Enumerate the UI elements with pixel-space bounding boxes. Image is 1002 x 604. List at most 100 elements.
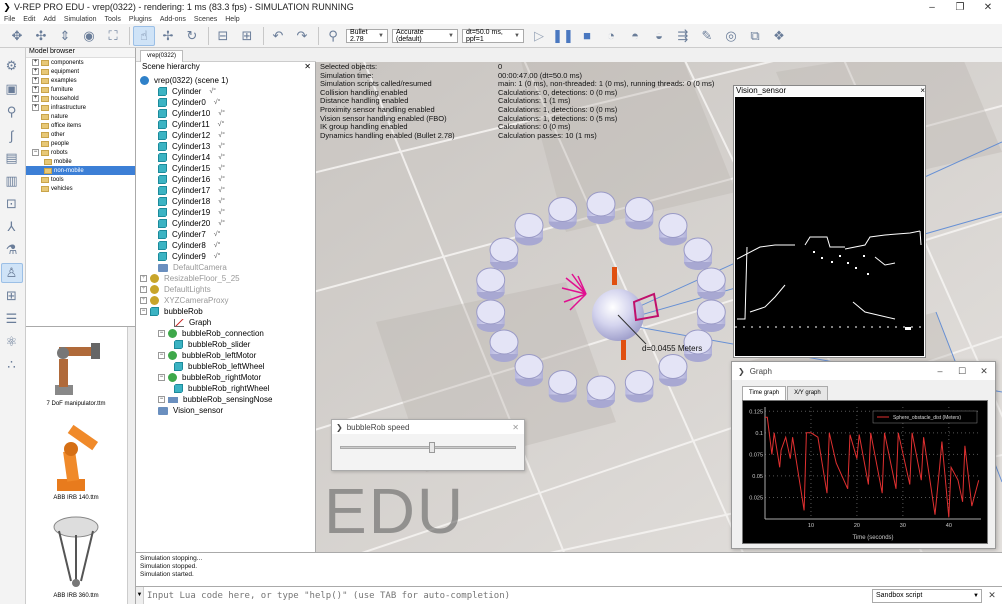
close-hierarchy-button[interactable]: ✕ bbox=[304, 62, 311, 71]
hierarchy-item[interactable]: − bubbleRob_leftMotor bbox=[158, 350, 256, 361]
expand-icon[interactable]: + bbox=[140, 297, 147, 304]
graph-plot-area[interactable]: 0.125 0.1 0.075 0.05 0.025 10 20 30 40 Sphere_obs… bbox=[742, 400, 988, 544]
script-target-select[interactable]: Sandbox script ▼ bbox=[872, 588, 982, 603]
custom-script-icon[interactable]: √° bbox=[218, 132, 225, 139]
model-folder-item[interactable]: + components bbox=[26, 58, 135, 67]
minimize-graph-button[interactable]: – bbox=[937, 366, 943, 376]
custom-script-icon[interactable]: √° bbox=[218, 154, 225, 161]
hierarchy-item[interactable]: Cylinder14 √° bbox=[158, 152, 225, 163]
hierarchy-item[interactable]: vrep(0322) (scene 1) bbox=[140, 75, 228, 86]
vision-sensor-window[interactable]: Vision_sensor × bbox=[733, 85, 926, 358]
undo-icon[interactable]: ↶ bbox=[272, 27, 284, 43]
collapse-icon[interactable]: − bbox=[32, 149, 39, 156]
start-simulation-icon[interactable]: ▷ bbox=[534, 27, 544, 43]
menu-help[interactable]: Help bbox=[225, 15, 240, 23]
camera-pan-icon[interactable]: ✥ bbox=[11, 27, 23, 43]
object-shift-icon[interactable]: ✢ bbox=[162, 27, 174, 43]
cylinder-obstacle[interactable] bbox=[696, 299, 726, 332]
hierarchy-item[interactable]: Cylinder10 √° bbox=[158, 108, 225, 119]
stop-simulation-icon[interactable]: ■ bbox=[583, 28, 591, 43]
hierarchy-item[interactable]: bubbleRob_slider bbox=[174, 339, 250, 350]
expand-icon[interactable]: + bbox=[32, 104, 39, 111]
hierarchy-item[interactable]: + XYZCameraProxy bbox=[140, 295, 228, 306]
selection-icon[interactable]: ☰ bbox=[5, 311, 18, 326]
custom-script-icon[interactable]: √° bbox=[217, 121, 225, 128]
hierarchy-item[interactable]: − bubbleRob_connection bbox=[158, 328, 264, 339]
hierarchy-item[interactable]: bubbleRob_rightWheel bbox=[174, 383, 269, 394]
scene-page-icon[interactable]: ⧉ bbox=[750, 27, 760, 43]
model-folder-item[interactable]: − robots bbox=[26, 148, 135, 157]
timestep-select[interactable]: dt=50.0 ms, ppf=1 ▼ bbox=[462, 28, 524, 43]
hierarchy-item[interactable]: bubbleRob_leftWheel bbox=[174, 361, 265, 372]
cylinder-obstacle[interactable] bbox=[548, 197, 578, 230]
click-selection-icon[interactable]: ☝ bbox=[133, 25, 155, 46]
hierarchy-item[interactable]: Cylinder0 √° bbox=[158, 97, 220, 108]
custom-script-icon[interactable]: √° bbox=[218, 165, 225, 172]
hierarchy-item[interactable]: DefaultCamera bbox=[158, 262, 227, 273]
expand-icon[interactable]: + bbox=[32, 95, 39, 102]
realtime-icon[interactable]: ◔ bbox=[607, 28, 615, 43]
custom-script-icon[interactable]: √° bbox=[218, 187, 225, 194]
hierarchy-item[interactable]: Cylinder12 √° bbox=[158, 130, 225, 141]
hierarchy-item[interactable]: Cylinder20 √° bbox=[158, 218, 225, 229]
expand-icon[interactable]: + bbox=[32, 59, 39, 66]
help-dots-icon[interactable]: ∴ bbox=[7, 357, 16, 372]
lua-command-input[interactable] bbox=[144, 587, 872, 604]
custom-script-icon[interactable]: √° bbox=[213, 99, 221, 106]
camera-shift-icon[interactable]: ⇕ bbox=[59, 27, 71, 43]
cylinder-obstacle[interactable] bbox=[514, 213, 544, 246]
hierarchy-item[interactable]: Vision_sensor bbox=[158, 405, 223, 416]
close-graph-button[interactable]: ✕ bbox=[980, 365, 988, 376]
menu-edit[interactable]: Edit bbox=[23, 15, 36, 23]
expand-icon[interactable]: + bbox=[32, 68, 39, 75]
custom-script-icon[interactable]: √° bbox=[209, 88, 216, 95]
model-thumbnail[interactable]: 7 DoF manipulator.ttm bbox=[26, 331, 126, 407]
menu-scenes[interactable]: Scenes bbox=[193, 15, 218, 23]
collapse-icon[interactable]: − bbox=[140, 308, 147, 315]
model-folder-item[interactable]: nature bbox=[26, 112, 135, 121]
hierarchy-item[interactable]: − bubbleRob_sensingNose bbox=[158, 394, 272, 405]
user-settings-icon[interactable]: ⚛ bbox=[5, 334, 18, 349]
hierarchy-item[interactable]: Cylinder11 √° bbox=[158, 119, 224, 130]
hierarchy-item[interactable]: Cylinder7 √° bbox=[158, 229, 220, 240]
threaded-rendering-icon[interactable]: ⇶ bbox=[677, 27, 689, 43]
menu-simulation[interactable]: Simulation bbox=[63, 15, 97, 23]
expand-icon[interactable]: + bbox=[140, 275, 147, 282]
console-scroll-down-icon[interactable]: ▼ bbox=[136, 587, 144, 604]
model-folder-item[interactable]: tools bbox=[26, 175, 135, 184]
thumbnails-scrollbar[interactable] bbox=[127, 327, 135, 604]
cylinder-obstacle[interactable] bbox=[548, 369, 578, 403]
hierarchy-item[interactable]: − bubbleRob_rightMotor bbox=[158, 372, 261, 383]
custom-script-icon[interactable]: √° bbox=[213, 253, 221, 260]
scripts-icon[interactable]: ▤ bbox=[5, 150, 18, 165]
assemble-icon[interactable]: ⊟ bbox=[217, 27, 229, 43]
fit-to-view-icon[interactable]: ⛶ bbox=[108, 27, 118, 43]
transfer-dna-icon[interactable]: ⊞ bbox=[241, 27, 253, 43]
menu-add[interactable]: Add bbox=[43, 15, 56, 23]
model-folder-item[interactable]: mobile bbox=[26, 157, 135, 166]
cylinder-obstacle[interactable] bbox=[696, 267, 726, 301]
scene-hierarchy-icon[interactable]: ♙ bbox=[0, 263, 23, 283]
menu-addons[interactable]: Add-ons bbox=[159, 15, 186, 23]
hierarchy-item[interactable]: Cylinder18 √° bbox=[158, 196, 225, 207]
hierarchy-item[interactable]: + ResizableFloor_5_25 bbox=[140, 273, 240, 284]
cylinder-obstacle[interactable] bbox=[658, 353, 688, 387]
custom-script-icon[interactable]: √° bbox=[213, 231, 221, 238]
custom-script-icon[interactable]: √° bbox=[218, 220, 225, 227]
expand-icon[interactable]: + bbox=[140, 286, 147, 293]
model-folder-item[interactable]: + equipment bbox=[26, 67, 135, 76]
scene-tab[interactable]: vrep(0322) bbox=[140, 50, 184, 62]
tab-xy-graph[interactable]: X/Y graph bbox=[787, 386, 828, 400]
model-folder-item[interactable]: + examples bbox=[26, 76, 135, 85]
model-folder-item[interactable]: non-mobile bbox=[26, 166, 135, 175]
faster-icon[interactable]: ◒ bbox=[655, 28, 663, 43]
custom-script-icon[interactable]: √° bbox=[213, 242, 221, 249]
model-folder-item[interactable]: vehicles bbox=[26, 184, 135, 193]
cylinder-obstacle[interactable] bbox=[586, 191, 616, 224]
maximize-button[interactable]: ❐ bbox=[955, 1, 965, 13]
model-browser-icon[interactable]: ⚗ bbox=[5, 242, 18, 257]
menu-file[interactable]: File bbox=[4, 15, 16, 23]
collapse-icon[interactable]: − bbox=[158, 330, 165, 337]
collections-icon[interactable]: ∫ bbox=[9, 127, 14, 143]
simulation-settings-icon[interactable]: ⚙ bbox=[5, 58, 18, 73]
